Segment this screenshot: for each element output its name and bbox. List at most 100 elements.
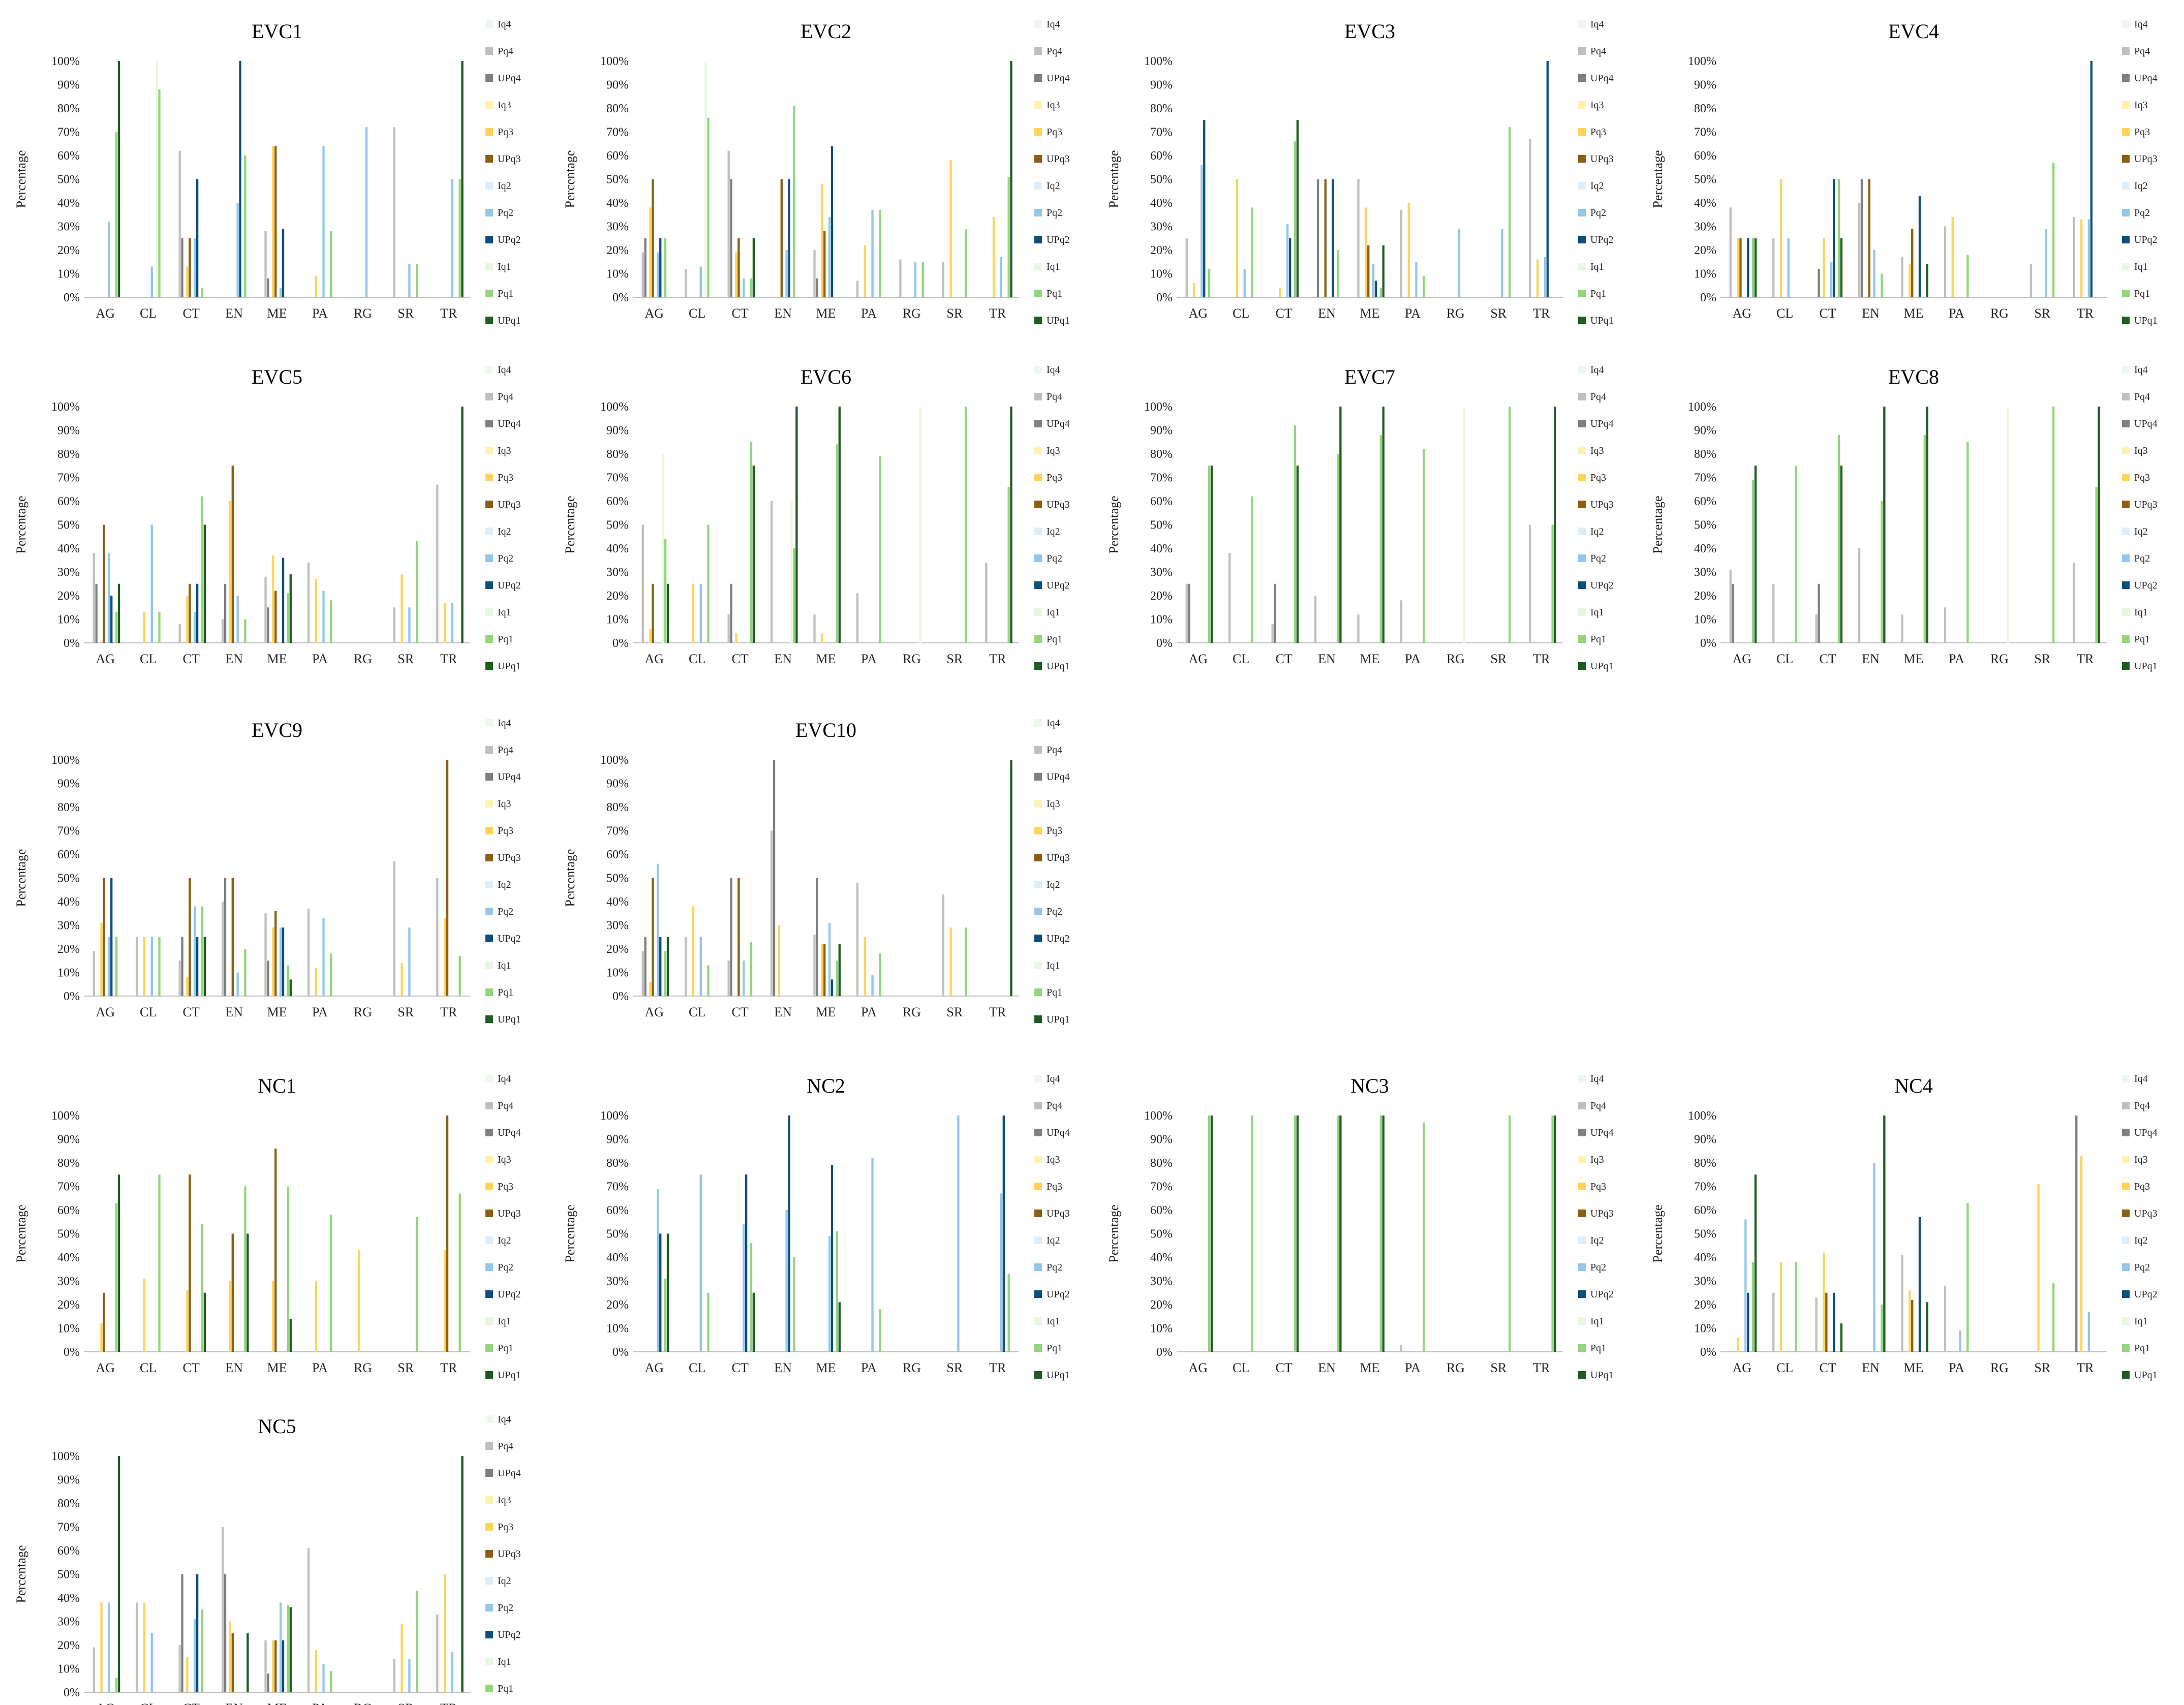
bar-ct-pq1 — [750, 942, 753, 996]
bar-tr-pq4 — [985, 562, 988, 643]
legend-swatch — [485, 501, 493, 508]
legend-swatch — [1578, 528, 1586, 535]
legend-label: Iq2 — [1047, 526, 1060, 537]
bar-sr-pq1 — [2052, 1283, 2055, 1352]
y-tick-label: 0% — [1700, 637, 1716, 650]
bar-ct-upq1 — [752, 466, 755, 643]
y-tick-label: 70% — [606, 825, 629, 838]
bar-tr-upq1 — [1010, 760, 1012, 996]
bar-me-upq1 — [1382, 407, 1385, 643]
bar-ct-pq1 — [750, 442, 753, 643]
legend-swatch — [485, 1604, 493, 1611]
legend-label: Iq4 — [1047, 718, 1060, 729]
legend-swatch — [1034, 608, 1042, 616]
bar-en-upq4 — [1860, 179, 1863, 297]
legend-label: UPq1 — [1047, 661, 1070, 672]
y-tick-label: 80% — [1150, 1157, 1173, 1170]
bar-en-pq4 — [770, 830, 773, 996]
legend-label: Iq4 — [1590, 19, 1604, 30]
bar-ct-pq4 — [178, 960, 181, 996]
legend-label: Iq2 — [498, 879, 511, 890]
legend-swatch — [1578, 1236, 1586, 1244]
x-tick-label: TR — [1533, 1360, 1550, 1375]
bar-ag-upq2 — [1203, 120, 1206, 297]
y-tick-label: 50% — [606, 173, 629, 187]
legend-label: Iq3 — [2134, 1154, 2148, 1165]
bar-ct-upq1 — [203, 524, 206, 643]
x-tick-label: ME — [1360, 306, 1380, 321]
x-tick-label: TR — [989, 1360, 1006, 1375]
x-tick-label: SR — [1490, 306, 1506, 321]
legend-swatch — [485, 1469, 493, 1477]
legend-swatch — [485, 1442, 493, 1450]
x-tick-label: RG — [354, 1360, 372, 1375]
bar-pa-pq3 — [315, 579, 317, 643]
y-tick-label: 10% — [1694, 613, 1716, 627]
x-tick-label: CL — [140, 1701, 157, 1705]
bar-en-upq3 — [231, 1233, 234, 1352]
legend-swatch — [1034, 800, 1042, 808]
legend-label: Iq4 — [2134, 19, 2148, 30]
x-tick-label: TR — [1533, 306, 1550, 321]
legend-swatch — [2122, 209, 2130, 216]
bar-cl-pq4 — [1772, 583, 1775, 643]
bar-en-pq1 — [793, 548, 795, 643]
bar-en-pq1 — [1881, 501, 1883, 643]
x-tick-label: CT — [731, 1005, 748, 1019]
x-tick-label: EN — [1318, 1360, 1336, 1375]
y-tick-label: 70% — [1694, 472, 1716, 485]
y-tick-label: 80% — [1150, 448, 1173, 461]
y-axis-title: Percentage — [1650, 1204, 1665, 1262]
bar-pa-pq4 — [856, 882, 859, 996]
legend-label: UPq3 — [1047, 499, 1070, 510]
x-tick-label: PA — [1405, 306, 1421, 321]
bar-tr-upq2 — [1002, 1115, 1005, 1352]
legend-label: Iq1 — [1590, 261, 1604, 272]
y-tick-label: 90% — [57, 1474, 80, 1487]
legend-swatch — [2122, 1102, 2130, 1109]
legend-swatch — [485, 935, 493, 942]
bar-en-pq1 — [244, 156, 247, 297]
y-tick-label: 100% — [51, 400, 80, 414]
x-tick-label: CL — [1776, 652, 1793, 666]
bar-ct-pq1 — [201, 1609, 204, 1692]
legend-label: Iq1 — [1047, 261, 1060, 272]
legend-label: Pq4 — [1590, 46, 1606, 57]
x-tick-label: TR — [1533, 652, 1550, 666]
y-tick-label: 80% — [57, 448, 80, 461]
bar-me-pq4 — [1901, 614, 1903, 643]
x-tick-label: CL — [1233, 652, 1249, 666]
bar-en-pq4 — [1858, 548, 1861, 643]
x-tick-label: PA — [1949, 1360, 1964, 1375]
legend-label: Pq3 — [2134, 472, 2150, 483]
bar-pa-pq3 — [864, 245, 866, 297]
x-tick-label: ME — [816, 306, 836, 321]
bar-me-upq3 — [1911, 1299, 1914, 1352]
x-tick-label: CT — [1819, 306, 1836, 321]
bar-sr-pq1 — [1509, 127, 1511, 297]
bar-ct-upq2 — [196, 179, 199, 297]
y-tick-label: 20% — [1694, 1298, 1716, 1312]
bar-me-upq4 — [267, 1673, 269, 1692]
legend-swatch — [2122, 501, 2130, 508]
legend-swatch — [1578, 182, 1586, 190]
bar-cl-pq4 — [1772, 1292, 1775, 1352]
legend-swatch — [1578, 20, 1586, 28]
bar-cl-pq1 — [1795, 1262, 1797, 1352]
x-tick-label: RG — [903, 306, 921, 321]
bar-tr-upq1 — [1554, 407, 1556, 643]
legend-label: Iq4 — [498, 718, 511, 729]
bar-me-upq2 — [1918, 1217, 1921, 1352]
legend-swatch — [2122, 1344, 2130, 1352]
chart-panel-evc5: EVC5 0% 10% 20% 30% 40% 50% 60% 70% 80% 90% 100% Per… — [14, 364, 521, 672]
chart-title: EVC2 — [801, 20, 851, 43]
bar-pa-pq1 — [330, 600, 332, 643]
legend-swatch — [1578, 554, 1586, 562]
legend-swatch — [2122, 474, 2130, 481]
legend-label: UPq2 — [1047, 1289, 1070, 1300]
bar-ct-pq1 — [201, 288, 204, 297]
legend-label: UPq4 — [1590, 418, 1614, 429]
y-tick-label: 50% — [57, 519, 80, 532]
bar-ag-upq4 — [644, 238, 647, 297]
y-tick-label: 100% — [1144, 400, 1173, 414]
